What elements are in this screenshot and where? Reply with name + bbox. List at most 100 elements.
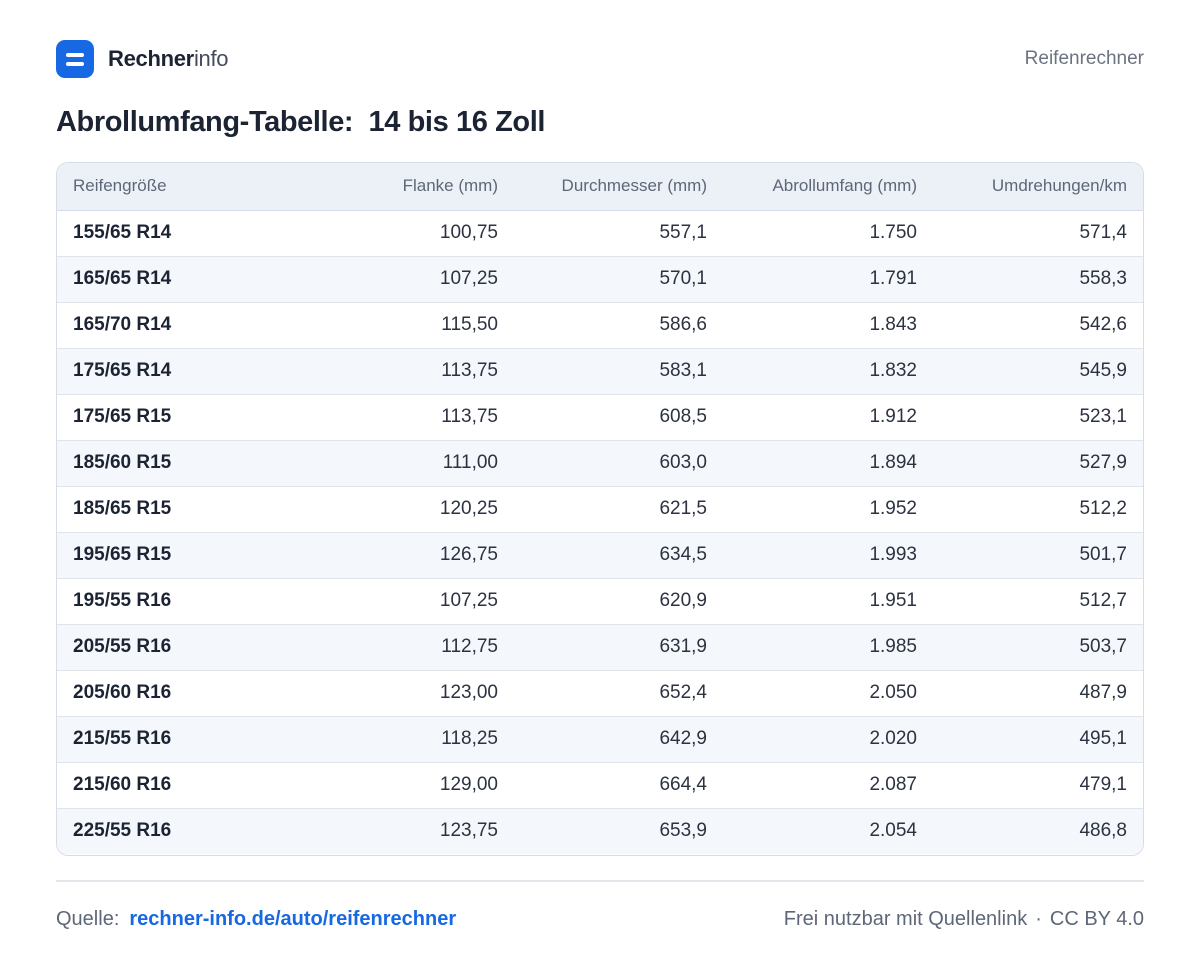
separator: ·: [1035, 907, 1042, 930]
site-header: Rechnerinfo Reifenrechner: [56, 40, 1144, 78]
table-row: 215/60 R16 129,00 664,4 2.087 479,1: [57, 761, 1143, 808]
tire-size-cell: 175/65 R15: [57, 393, 355, 440]
source-label: Quelle:: [56, 907, 120, 930]
table-cell: 111,00: [355, 439, 514, 486]
table-row: 175/65 R14 113,75 583,1 1.832 545,9: [57, 347, 1143, 394]
table-row: 195/55 R16 107,25 620,9 1.951 512,7: [57, 577, 1143, 624]
source-link[interactable]: rechner-info.de/auto/reifenrechner: [129, 907, 457, 930]
table-cell: 123,75: [355, 807, 514, 854]
tire-size-cell: 165/65 R14: [57, 255, 355, 302]
tire-size-cell: 165/70 R14: [57, 301, 355, 348]
table-row: 195/65 R15 126,75 634,5 1.993 501,7: [57, 531, 1143, 578]
table-cell: 2.020: [723, 715, 933, 762]
table-cell: 545,9: [933, 347, 1143, 394]
table-cell: 621,5: [514, 485, 723, 532]
table-cell: 115,50: [355, 301, 514, 348]
tire-size-cell: 205/55 R16: [57, 623, 355, 670]
footer: Quelle: rechner-info.de/auto/reifenrechne…: [56, 904, 1144, 934]
table-cell: 1.993: [723, 531, 933, 578]
table-cell: 129,00: [355, 761, 514, 808]
column-header: Durchmesser (mm): [514, 163, 723, 211]
table-cell: 653,9: [514, 807, 723, 854]
table-cell: 512,7: [933, 577, 1143, 624]
column-header: Umdrehungen/km: [933, 163, 1143, 211]
table-cell: 1.832: [723, 347, 933, 394]
table-cell: 107,25: [355, 577, 514, 624]
tire-size-cell: 175/65 R14: [57, 347, 355, 394]
table-cell: 1.843: [723, 301, 933, 348]
brand-name-bold: Rechner: [108, 46, 194, 71]
table-cell: 620,9: [514, 577, 723, 624]
tire-size-cell: 195/55 R16: [57, 577, 355, 624]
table-row: 185/60 R15 111,00 603,0 1.894 527,9: [57, 439, 1143, 486]
table-cell: 118,25: [355, 715, 514, 762]
table-cell: 2.050: [723, 669, 933, 716]
table-cell: 542,6: [933, 301, 1143, 348]
page-title: Abrollumfang-Tabelle: 14 bis 16 Zoll: [56, 106, 546, 138]
table-row: 215/55 R16 118,25 642,9 2.020 495,1: [57, 715, 1143, 762]
table-header-row: Reifengröße Flanke (mm) Durchmesser (mm)…: [57, 163, 1143, 211]
tire-size-cell: 185/65 R15: [57, 485, 355, 532]
table-cell: 557,1: [659, 222, 707, 243]
table-cell: 479,1: [933, 761, 1143, 808]
table-cell: 603,0: [514, 439, 723, 486]
brand-name: Rechnerinfo: [108, 46, 229, 72]
table-cell: 1.912: [723, 393, 933, 440]
table-cell: 631,9: [514, 623, 723, 670]
table-cell: 2.087: [723, 761, 933, 808]
table-cell: 126,75: [355, 531, 514, 578]
table-row: 225/55 R16 123,75 653,9 2.054 486,8: [57, 807, 1143, 854]
table-cell: 583,1: [514, 347, 723, 394]
table-cell: 586,6: [514, 301, 723, 348]
table-body: 155/65 R14 100,75 557,1 1.750 571,4 165/65 R1…: [57, 210, 1143, 854]
table-cell: 1.952: [723, 485, 933, 532]
table-row: 165/70 R14 115,50 586,6 1.843 542,6: [57, 301, 1143, 348]
tire-size-cell: 225/55 R16: [57, 807, 355, 854]
table-row: 155/65 R14 100,75 557,1 1.750 571,4: [57, 210, 1143, 256]
table-cell: 608,5: [514, 393, 723, 440]
table-cell: 495,1: [933, 715, 1143, 762]
logo-icon: [56, 40, 94, 78]
table-cell: 486,8: [933, 807, 1143, 854]
table-cell: 652,4: [514, 669, 723, 716]
data-table-container: Reifengröße Flanke (mm) Durchmesser (mm)…: [56, 162, 1144, 856]
table-cell: 120,25: [355, 485, 514, 532]
nav-link-reifenrechner[interactable]: Reifenrechner: [1024, 48, 1144, 69]
tire-size-cell: 205/60 R16: [57, 669, 355, 716]
table-cell: 527,9: [933, 439, 1143, 486]
footer-divider: [56, 880, 1144, 882]
table-cell: 107,25: [355, 255, 514, 302]
table-cell: 503,7: [933, 623, 1143, 670]
table-cell: 113,75: [355, 393, 514, 440]
column-header: Abrollumfang (mm): [723, 163, 933, 211]
table-cell: 634,5: [514, 531, 723, 578]
table-cell: 100,75: [439, 222, 498, 243]
table-cell: 1.791: [723, 255, 933, 302]
table-row: 205/60 R16 123,00 652,4 2.050 487,9: [57, 669, 1143, 716]
table-cell: 113,75: [355, 347, 514, 394]
table-row: 175/65 R15 113,75 608,5 1.912 523,1: [57, 393, 1143, 440]
tire-table: Reifengröße Flanke (mm) Durchmesser (mm)…: [57, 163, 1143, 854]
table-cell: 523,1: [933, 393, 1143, 440]
brand-name-light: info: [193, 46, 229, 71]
tire-size-cell: 215/55 R16: [57, 715, 355, 762]
brand-logo[interactable]: Rechnerinfo: [56, 40, 229, 78]
license-text: Frei nutzbar mit Quellenlink: [783, 907, 1028, 930]
table-cell: 2.054: [723, 807, 933, 854]
tire-size-cell: 155/65 R14: [73, 222, 172, 243]
table-cell: 570,1: [514, 255, 723, 302]
table-cell: 1.750: [869, 222, 917, 243]
table-cell: 642,9: [514, 715, 723, 762]
tire-size-cell: 215/60 R16: [57, 761, 355, 808]
table-cell: 1.894: [723, 439, 933, 486]
table-cell: 487,9: [933, 669, 1143, 716]
table-cell: 512,2: [933, 485, 1143, 532]
table-cell: 571,4: [1079, 222, 1127, 243]
table-cell: 112,75: [355, 623, 514, 670]
table-cell: 558,3: [933, 255, 1143, 302]
table-row: 165/65 R14 107,25 570,1 1.791 558,3: [57, 255, 1143, 302]
table-cell: 501,7: [933, 531, 1143, 578]
column-header: Flanke (mm): [355, 163, 514, 211]
tire-size-cell: 185/60 R15: [57, 439, 355, 486]
table-cell: 123,00: [355, 669, 514, 716]
